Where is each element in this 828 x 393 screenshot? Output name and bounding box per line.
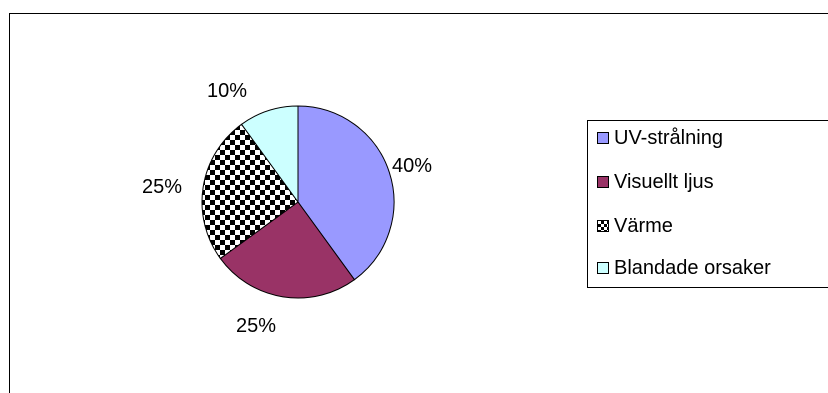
pie-slice-mixed (240, 105, 299, 204)
pie-slice-uv (297, 105, 395, 281)
legend-swatch-mixed (597, 262, 609, 274)
legend-swatch-heat (597, 220, 609, 232)
data-label-uv: 40% (392, 155, 432, 177)
legend-swatch-visible-light (597, 176, 609, 188)
legend-label-heat: Värme (614, 214, 673, 237)
legend-item-visible-light: Visuellt ljus (597, 169, 714, 195)
legend-label-uv: UV-strålning (614, 126, 723, 149)
data-label-visible-light: 25% (236, 315, 276, 337)
legend: UV-strålning Visuellt ljus Värme Blandad… (587, 120, 828, 288)
legend-item-heat: Värme (597, 213, 673, 239)
legend-swatch-uv (597, 132, 609, 144)
legend-item-uv: UV-strålning (597, 125, 723, 151)
pie-slice-heat (201, 123, 299, 260)
data-label-heat: 25% (142, 176, 182, 198)
legend-item-mixed: Blandade orsaker (597, 255, 771, 281)
legend-label-mixed: Blandade orsaker (614, 256, 771, 279)
pie-slice-visible-light (219, 201, 356, 299)
data-label-mixed: 10% (207, 80, 247, 102)
legend-label-visible-light: Visuellt ljus (614, 170, 714, 193)
chart-area (9, 13, 828, 393)
